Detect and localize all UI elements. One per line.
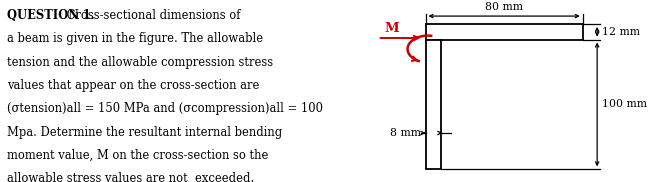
Text: Cross-sectional dimensions of: Cross-sectional dimensions of <box>63 9 241 22</box>
Text: Mpa. Determine the resultant internal bending: Mpa. Determine the resultant internal be… <box>7 126 283 139</box>
Text: values that appear on the cross-section are: values that appear on the cross-section … <box>7 79 259 92</box>
Bar <box>425 24 583 39</box>
Text: allowable stress values are not  exceeded.: allowable stress values are not exceeded… <box>7 172 255 182</box>
Text: moment value, M on the cross-section so the: moment value, M on the cross-section so … <box>7 149 269 162</box>
Text: a beam is given in the figure. The allowable: a beam is given in the figure. The allow… <box>7 32 263 45</box>
Text: (σtension)all = 150 MPa and (σcompression)all = 100: (σtension)all = 150 MPa and (σcompressio… <box>7 102 323 115</box>
Text: tension and the allowable compression stress: tension and the allowable compression st… <box>7 56 273 69</box>
Text: 8 mm: 8 mm <box>390 128 421 138</box>
Bar <box>425 39 442 169</box>
Text: 80 mm: 80 mm <box>485 2 523 12</box>
Text: 12 mm: 12 mm <box>602 27 640 37</box>
Text: QUESTION 1.: QUESTION 1. <box>7 9 94 22</box>
Text: M: M <box>385 22 399 35</box>
Text: 100 mm: 100 mm <box>602 99 647 109</box>
